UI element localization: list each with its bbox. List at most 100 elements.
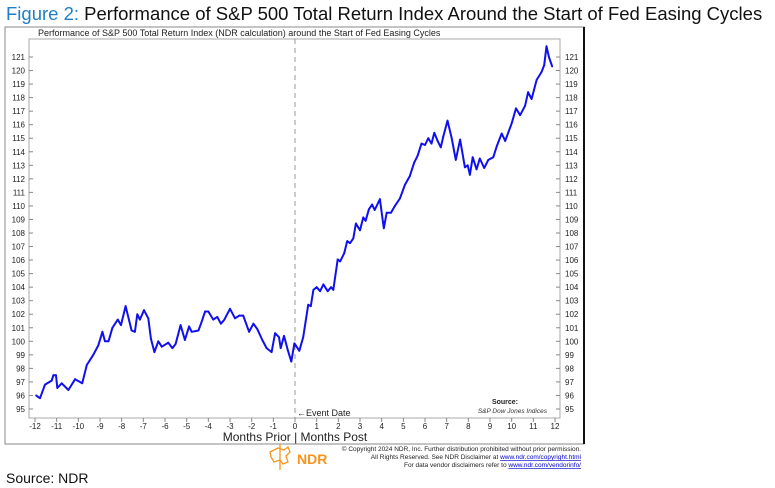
data-point	[220, 322, 222, 325]
data-point	[530, 98, 533, 100]
y-tick-label-left: 108	[12, 229, 26, 238]
data-point	[188, 325, 190, 328]
y-tick-label-left: 119	[12, 80, 25, 89]
x-tick-label: -7	[140, 422, 148, 431]
y-tick-label-right: 108	[565, 229, 579, 238]
data-point	[52, 374, 55, 377]
y-tick-label-right: 120	[565, 67, 579, 76]
data-point	[540, 70, 543, 73]
data-point	[200, 322, 202, 325]
ndr-logo-text: NDR	[297, 451, 327, 467]
data-point	[362, 216, 365, 219]
data-point	[261, 339, 264, 341]
y-tick-label-left: 121	[12, 53, 26, 62]
x-tick-label: 6	[423, 422, 428, 431]
y-tick-label-right: 98	[565, 364, 574, 373]
data-point	[293, 342, 296, 345]
data-point	[471, 156, 474, 159]
y-tick-label-right: 100	[565, 337, 579, 346]
data-point	[248, 330, 250, 333]
data-point	[535, 79, 538, 81]
data-point	[104, 340, 106, 343]
data-point	[551, 65, 554, 68]
vendor-line: For data vendor disclaimers refer to www…	[404, 462, 581, 469]
y-tick-label-left: 96	[16, 391, 25, 400]
y-tick-label-left: 100	[12, 337, 26, 346]
data-point	[487, 158, 490, 161]
data-point	[416, 154, 419, 157]
data-point	[130, 329, 133, 332]
copyright-link[interactable]: www.ndr.com/copyright.html	[499, 454, 581, 461]
data-point	[420, 142, 423, 145]
figure-label: Figure 2:	[6, 3, 80, 24]
data-point	[107, 340, 110, 343]
data-point	[44, 383, 46, 386]
y-tick-label-right: 109	[565, 215, 579, 224]
series-points	[35, 45, 554, 400]
data-point	[424, 144, 426, 146]
y-tick-label-left: 99	[16, 351, 25, 360]
data-point	[184, 339, 186, 341]
data-point	[167, 341, 170, 344]
data-point	[478, 157, 481, 160]
data-point	[545, 45, 548, 48]
data-point	[242, 314, 245, 317]
y-tick-label-left: 105	[12, 270, 26, 279]
data-point	[223, 318, 226, 321]
data-point	[343, 252, 346, 255]
data-point	[274, 332, 276, 335]
data-point	[463, 166, 466, 169]
data-point	[346, 240, 349, 243]
data-point	[265, 347, 268, 349]
data-point	[312, 288, 315, 291]
data-point	[67, 389, 70, 391]
data-point	[336, 258, 339, 261]
data-point	[157, 340, 160, 343]
data-point	[229, 307, 231, 310]
data-point	[50, 379, 53, 382]
vendor-link[interactable]: www.ndr.com/vendorinfo/	[507, 462, 581, 469]
data-point	[500, 132, 503, 135]
data-point	[483, 167, 486, 169]
y-tick-label-left: 113	[12, 161, 25, 170]
x-tick-label: 4	[379, 422, 384, 431]
y-tick-label-right: 116	[565, 121, 578, 130]
y-tick-label-left: 98	[16, 364, 25, 373]
data-point	[430, 142, 433, 145]
data-point	[403, 184, 406, 186]
y-tick-label-right: 95	[565, 405, 574, 414]
x-tick-label: 8	[466, 422, 471, 431]
y-tick-label-right: 102	[565, 310, 579, 319]
data-point	[35, 394, 37, 397]
y-tick-label-left: 112	[12, 175, 25, 184]
data-point	[367, 208, 370, 211]
data-point	[160, 345, 163, 348]
y-tick-label-right: 118	[565, 94, 578, 103]
chart-title: Performance of S&P 500 Total Return Inde…	[38, 28, 441, 38]
data-point	[55, 374, 57, 377]
data-point	[433, 131, 436, 134]
data-point	[475, 168, 478, 171]
data-point	[519, 114, 522, 117]
x-tick-label: 7	[444, 422, 449, 431]
x-tick-label: -3	[226, 422, 234, 431]
data-point	[446, 119, 449, 122]
y-tick-label-right: 107	[565, 243, 579, 252]
x-axis: -12 -11 -10 -9 -8 -7 -6 -5 -4 -3 -2 -1 0 1 2 3 4 5 6 7 8 9 10 1…	[29, 418, 560, 431]
y-tick-label-right: 119	[565, 80, 578, 89]
y-axis-left: 95 96 97 98 99 100 101 102 103 104 105 106 107 108 109…	[12, 53, 33, 414]
data-point	[212, 318, 215, 321]
disclaimer-prefix: All Rights Reserved. See NDR Disclaimer …	[371, 454, 500, 461]
data-point	[439, 146, 442, 149]
data-point	[256, 328, 259, 331]
x-tick-label: 3	[358, 422, 363, 431]
y-tick-label-right: 121	[565, 53, 579, 62]
data-point	[278, 336, 280, 339]
data-point	[354, 222, 357, 225]
data-point	[364, 219, 367, 222]
x-tick-label: -4	[205, 422, 213, 431]
data-point	[352, 237, 355, 240]
data-point	[454, 158, 457, 161]
data-point	[385, 211, 388, 214]
data-point	[339, 260, 341, 263]
